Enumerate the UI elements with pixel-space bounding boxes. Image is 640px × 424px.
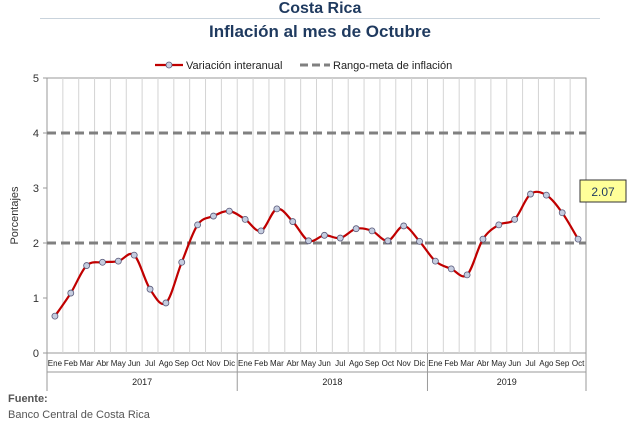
data-point: [146, 285, 154, 293]
legend-label-target: Rango-meta de inflación: [333, 60, 452, 72]
data-point: [194, 221, 202, 229]
legend-label-series: Variación interanual: [186, 60, 282, 72]
title-divider: [40, 18, 600, 19]
x-tick-label: Jun: [128, 359, 141, 368]
x-tick-label: Dic: [224, 359, 236, 368]
x-tick-label: May: [301, 359, 316, 368]
data-point: [257, 227, 265, 235]
data-point: [130, 251, 138, 259]
x-tick-label: Sep: [175, 359, 190, 368]
data-point: [416, 237, 423, 245]
data-point: [273, 205, 281, 213]
x-tick-label: May: [491, 359, 506, 368]
data-point: [336, 234, 344, 242]
y-axis-label: Porcentajes: [9, 186, 21, 245]
x-tick-label: Ene: [428, 359, 443, 368]
x-tick-label: Oct: [382, 359, 395, 368]
data-point: [431, 257, 439, 265]
data-point: [225, 207, 233, 215]
data-point: [83, 262, 91, 269]
source-label: Fuente:: [8, 393, 48, 405]
x-tick-label: Ago: [159, 359, 174, 368]
x-tick-label: Oct: [572, 359, 585, 368]
x-tick-label: Nov: [206, 359, 220, 368]
data-point: [527, 190, 534, 198]
year-label: 2019: [497, 377, 517, 387]
x-tick-label: Sep: [365, 359, 380, 368]
x-tick-label: Abr: [286, 359, 299, 368]
data-point: [352, 225, 360, 233]
data-point: [558, 209, 566, 217]
x-tick-label: May: [111, 359, 126, 368]
data-point: [495, 221, 503, 229]
x-tick-label: Mar: [460, 359, 474, 368]
data-point: [162, 299, 170, 307]
data-point: [114, 257, 122, 265]
x-tick-label: Ene: [48, 359, 63, 368]
x-tick-label: Sep: [555, 359, 570, 368]
x-tick-label: Jun: [318, 359, 331, 368]
data-point: [210, 212, 217, 220]
x-tick-label: Ene: [238, 359, 253, 368]
data-point: [542, 191, 550, 199]
source-text: Banco Central de Costa Rica: [8, 409, 150, 421]
x-tick-label: Jun: [508, 359, 521, 368]
x-tick-label: Ago: [349, 359, 364, 368]
data-point: [479, 235, 487, 243]
year-label: 2017: [132, 377, 152, 387]
y-tick-label: 4: [33, 128, 39, 140]
data-point: [178, 258, 186, 266]
chart-title: Costa Rica: [278, 0, 362, 17]
x-tick-label: Nov: [397, 359, 411, 368]
x-tick-label: Jul: [525, 359, 535, 368]
data-point: [305, 237, 312, 245]
y-tick-label: 1: [33, 293, 39, 305]
x-tick-label: Feb: [64, 359, 78, 368]
data-point: [463, 271, 471, 279]
x-tick-label: Ago: [539, 359, 554, 368]
x-tick-label: Dic: [414, 359, 426, 368]
series-line: [54, 190, 580, 317]
data-point: [368, 227, 376, 235]
data-point: [511, 215, 519, 223]
x-tick-label: Mar: [80, 359, 94, 368]
data-point: [400, 222, 408, 230]
data-point: [321, 231, 328, 239]
y-tick-label: 2: [33, 238, 39, 250]
x-tick-label: Mar: [270, 359, 284, 368]
data-point: [99, 258, 106, 266]
data-point: [289, 218, 297, 225]
data-point: [67, 289, 75, 297]
data-point: [447, 265, 455, 273]
x-tick-label: Abr: [477, 359, 490, 368]
x-tick-label: Feb: [444, 359, 458, 368]
chart-subtitle: Inflación al mes de Octubre: [208, 22, 431, 41]
x-tick-label: Oct: [191, 359, 204, 368]
annotation-label: 2.07: [591, 185, 615, 199]
x-tick-label: Jul: [335, 359, 345, 368]
y-tick-label: 0: [33, 348, 39, 360]
legend-marker-series: [165, 61, 173, 69]
x-tick-label: Jul: [145, 359, 155, 368]
y-tick-label: 5: [33, 73, 39, 85]
x-tick-label: Feb: [254, 359, 268, 368]
data-point: [574, 235, 582, 243]
data-point: [51, 312, 59, 320]
data-point: [241, 215, 249, 223]
year-label: 2018: [322, 377, 342, 387]
x-tick-label: Abr: [96, 359, 109, 368]
y-tick-label: 3: [33, 183, 39, 195]
data-point: [384, 237, 392, 245]
annotation-box: [579, 179, 627, 203]
